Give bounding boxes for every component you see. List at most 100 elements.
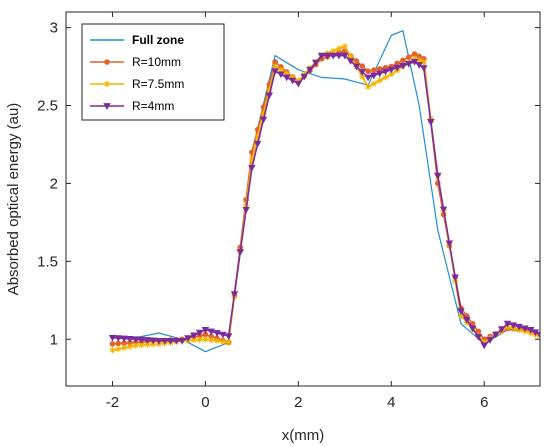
series-point [295,77,302,84]
series-point [132,342,139,349]
series-point [115,345,122,353]
series-point [359,73,366,80]
series-point [155,337,163,345]
series-point [411,55,418,62]
legend-marker [103,103,111,110]
series-point [195,329,204,337]
series-point [480,342,488,350]
series-point [492,331,500,339]
legend-label: R=10mm [132,55,181,69]
x-tick-label: 2 [294,394,302,411]
series-point [166,337,175,345]
series-point [352,63,361,71]
series-point [415,57,423,64]
series-point [265,92,274,100]
legend-marker [103,80,111,88]
series-point [219,331,227,339]
series-point [312,59,320,67]
legend-item: R=7.5mm [90,77,184,91]
series-point [114,335,122,342]
series-point [468,325,477,333]
series-point [126,336,134,343]
series-point [486,337,494,344]
series-point [219,338,227,345]
series-point [201,327,210,334]
series-point [420,65,428,72]
series-point [300,73,308,81]
series-point [126,343,134,350]
series-point [323,52,332,60]
series-point [178,337,186,345]
series-point [288,77,297,85]
series-point [109,346,116,354]
series-point [144,341,151,348]
legend-label: Full zone [132,33,184,47]
y-tick-label: 1 [50,331,58,348]
series-point [346,58,355,65]
y-axis-label: Absorbed optical energy (au) [5,103,22,296]
series-group [108,29,540,354]
series-point [277,71,285,79]
legend-item: R=10mm [90,55,181,69]
series-point [259,116,268,124]
series-point [213,330,221,337]
series-point [207,328,215,336]
axes-frame [65,11,541,387]
series-point [131,336,140,344]
series-point [143,337,152,344]
series-point [420,58,428,66]
series-point [184,335,192,342]
series-point [306,66,314,74]
series-point [457,308,465,316]
series-point [497,326,506,333]
series-point [213,337,221,345]
series-point [376,66,383,72]
series-point [225,339,232,346]
series-point [536,331,540,339]
legend-label: R=4mm [132,99,174,113]
legend-marker [104,59,110,65]
series-point [283,70,290,77]
series-point [515,323,523,331]
series-point [248,156,256,164]
series-R=4mm [108,52,540,350]
series-point [400,57,406,64]
series-point [371,67,377,73]
x-tick-label: 0 [201,394,209,411]
series-point [254,133,261,140]
y-tick-label: 3 [50,20,58,37]
series-point [161,337,169,345]
series-point [120,335,128,343]
series-point [294,80,303,88]
series-point [248,164,256,172]
series-point [364,74,372,82]
series-point [427,119,435,126]
series-point [365,68,371,75]
x-tick-label: 6 [480,394,488,411]
series-point [138,341,145,349]
series-point [358,69,366,76]
series-point [283,74,291,82]
legend-item: Full zone [90,33,184,47]
legend: Full zone R=10mm R=7.5mm R=4mm [81,23,225,121]
series-point [266,86,273,94]
series-point [341,52,349,60]
series-point [224,333,233,340]
series-point [381,68,390,76]
series-point [190,336,197,344]
series-point [202,336,209,343]
series-point [109,341,116,347]
series-point [376,77,383,84]
series-point [382,74,389,81]
series-point [399,62,407,70]
series-point [242,207,250,214]
series-point [359,63,366,69]
series-point [364,83,372,90]
x-tick-label: -2 [106,394,119,411]
plot-area [65,11,541,387]
series-point [260,110,267,117]
y-axis: 1 1.5 2 2.5 3 [37,20,540,348]
series-point [347,53,354,60]
series-point [208,336,215,344]
series-point [509,322,517,330]
